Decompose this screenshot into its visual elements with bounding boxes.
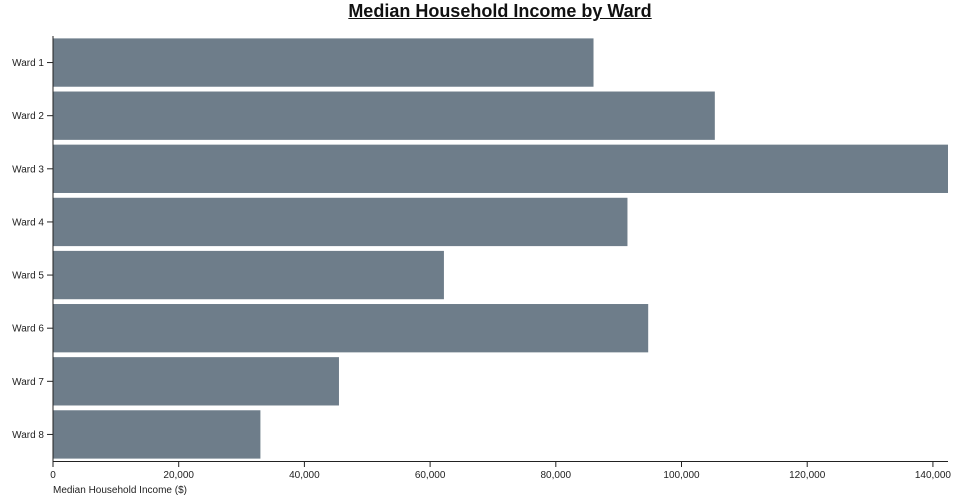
x-tick-label: 0 [50, 470, 56, 481]
y-tick-label: Ward 5 [12, 271, 44, 282]
y-tick-label: Ward 4 [12, 217, 44, 228]
y-tick-label: Ward 1 [12, 58, 44, 69]
y-tick-label: Ward 6 [12, 324, 44, 335]
x-axis-label: Median Household Income ($) [53, 485, 187, 496]
chart-title: Median Household Income by Ward [348, 1, 652, 21]
bar-ward-5 [53, 250, 444, 300]
x-axis: 0 20,000 40,000 60,000 80,000 100,000 120,000 1… [50, 461, 951, 481]
bar-ward-7 [53, 357, 339, 406]
bar-ward-8 [53, 410, 261, 459]
y-tick-label: Ward 2 [12, 111, 44, 122]
x-tick-label: 120,000 [789, 470, 826, 481]
y-tick-label: Ward 3 [12, 164, 44, 175]
bar-ward-1 [53, 38, 594, 87]
bar-ward-4 [53, 197, 628, 247]
bar-ward-3 [53, 144, 948, 193]
bars-group [53, 38, 948, 459]
x-tick-label: 20,000 [163, 470, 194, 481]
y-tick-label: Ward 7 [12, 377, 44, 388]
x-tick-label: 100,000 [663, 470, 700, 481]
x-tick-label: 60,000 [415, 470, 446, 481]
y-tick-label: Ward 8 [12, 430, 44, 441]
x-tick-label: 40,000 [289, 470, 320, 481]
x-tick-label: 140,000 [915, 470, 952, 481]
bar-ward-2 [53, 91, 715, 140]
y-axis: Ward 1 Ward 2 Ward 3 Ward 4 Ward 5 Ward 6 Ward… [12, 36, 54, 461]
bar-ward-6 [53, 304, 649, 353]
x-tick-label: 80,000 [541, 470, 572, 481]
